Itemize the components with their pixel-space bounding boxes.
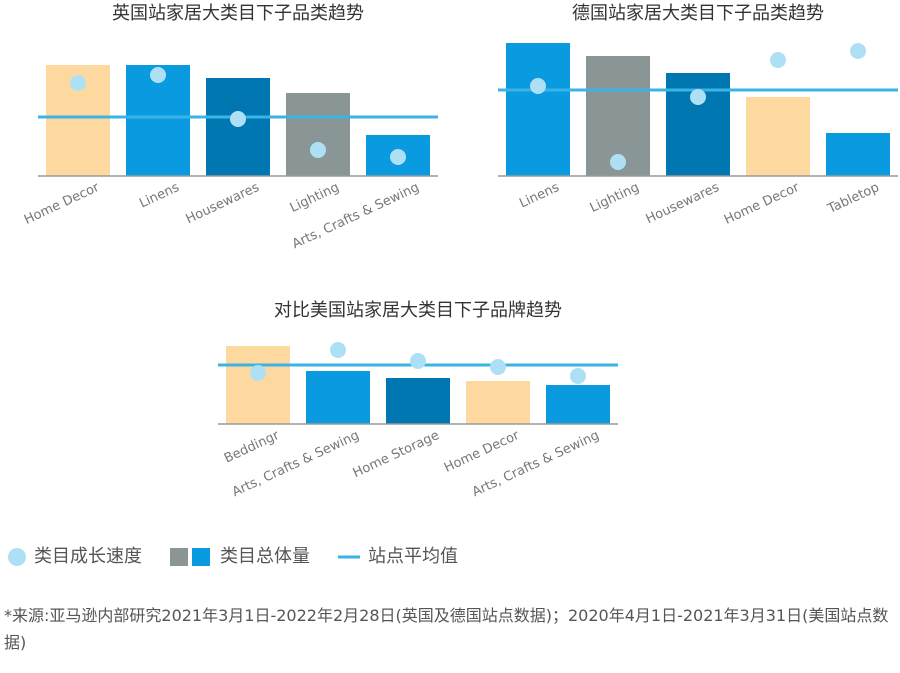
legend-label: 站点平均值 — [368, 546, 458, 567]
growth-dot — [70, 75, 86, 91]
x-tick-label: Linens — [517, 180, 562, 211]
x-tick-label: Tabletop — [825, 180, 882, 217]
bar — [286, 93, 350, 176]
growth-dot — [250, 365, 266, 381]
x-tick-label: Arts, Crafts & Sewing — [470, 428, 602, 500]
x-tick-label: Home Decor — [22, 180, 102, 228]
x-tick-label: Arts, Crafts & Sewing — [290, 180, 422, 252]
chart-title: 对比美国站家居大类目下子品牌趋势 — [274, 300, 562, 321]
bar — [306, 371, 370, 424]
legend-swatch — [192, 548, 210, 566]
x-tick-label: Linens — [137, 180, 182, 211]
x-tick-label: Lighting — [588, 180, 642, 216]
bar — [226, 346, 290, 424]
legend-label: 类目总体量 — [220, 546, 310, 567]
growth-dot — [610, 154, 626, 170]
growth-dot — [150, 67, 166, 83]
legend-swatch — [170, 548, 188, 566]
bar — [666, 73, 730, 176]
x-tick-label: Lighting — [288, 180, 342, 216]
growth-dot — [770, 52, 786, 68]
growth-dot — [330, 342, 346, 358]
bar — [546, 385, 610, 424]
growth-dot — [230, 111, 246, 127]
legend-dot — [8, 548, 26, 566]
bar — [466, 381, 530, 424]
x-tick-label: Arts, Crafts & Sewing — [230, 428, 362, 500]
legend-label: 类目成长速度 — [34, 546, 142, 567]
x-tick-label: Home Storage — [351, 428, 442, 481]
growth-dot — [390, 149, 406, 165]
bar — [826, 133, 890, 176]
bar — [386, 378, 450, 424]
footnote: *来源:亚马逊内部研究2021年3月1日-2022年2月28日(英国及德国站点数… — [4, 606, 889, 652]
growth-dot — [410, 353, 426, 369]
growth-dot — [690, 89, 706, 105]
x-tick-label: Home Decor — [722, 180, 802, 228]
bar — [506, 43, 570, 176]
growth-dot — [530, 78, 546, 94]
chart-title: 英国站家居大类目下子品类趋势 — [112, 3, 364, 24]
chart-title: 德国站家居大类目下子品类趋势 — [572, 3, 824, 24]
bar — [746, 97, 810, 176]
x-tick-label: Housewares — [644, 180, 722, 227]
growth-dot — [310, 142, 326, 158]
x-tick-label: Beddingr — [222, 428, 282, 467]
growth-dot — [850, 43, 866, 59]
growth-dot — [570, 368, 586, 384]
growth-dot — [490, 359, 506, 375]
x-tick-label: Housewares — [184, 180, 262, 227]
bar — [126, 65, 190, 176]
